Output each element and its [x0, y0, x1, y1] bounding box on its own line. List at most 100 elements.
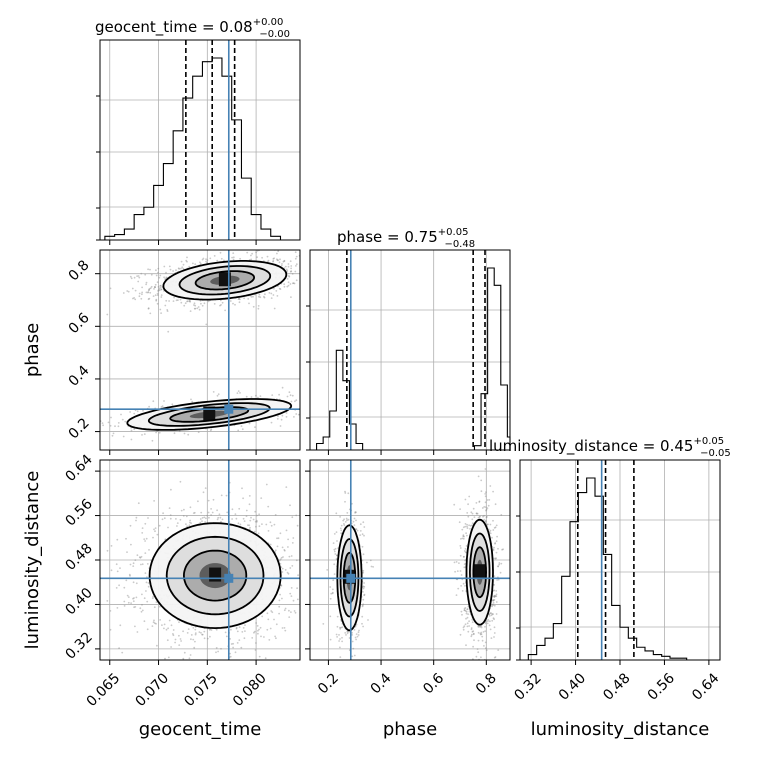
- y-tick-label: 0.8: [66, 257, 93, 284]
- sample-point: [287, 281, 290, 284]
- sample-point: [209, 429, 212, 432]
- sample-point: [468, 625, 470, 627]
- sample-point: [372, 566, 374, 568]
- sample-point: [279, 425, 282, 427]
- sample-point: [276, 418, 279, 420]
- sample-point: [471, 633, 473, 636]
- sample-point: [289, 592, 292, 595]
- sample-point: [263, 296, 266, 299]
- sample-point: [135, 519, 137, 522]
- x-tick-label: 0.32: [511, 670, 544, 703]
- sample-point: [329, 586, 332, 588]
- sample-point: [141, 291, 144, 294]
- sample-point: [289, 283, 292, 285]
- sample-point: [156, 294, 159, 296]
- sample-point: [362, 625, 364, 628]
- sample-point: [225, 494, 228, 497]
- sample-point: [234, 651, 237, 654]
- sample-point: [143, 433, 146, 435]
- sample-point: [259, 395, 262, 397]
- sample-point: [120, 413, 122, 416]
- sample-point: [201, 520, 203, 522]
- sample-point: [201, 633, 204, 636]
- sample-point: [359, 530, 362, 532]
- sample-point: [148, 287, 151, 290]
- sample-point: [351, 634, 353, 636]
- sample-point: [150, 285, 153, 288]
- sample-point: [334, 553, 337, 555]
- sample-point: [275, 623, 278, 626]
- sample-point: [464, 548, 467, 550]
- sample-point: [356, 529, 359, 532]
- sample-point: [296, 598, 299, 601]
- sample-point: [161, 518, 164, 521]
- sample-point: [267, 530, 270, 532]
- sample-point: [305, 587, 307, 589]
- sample-point: [153, 606, 156, 609]
- sample-point: [490, 612, 492, 614]
- sample-point: [361, 545, 364, 548]
- sample-point: [109, 287, 112, 290]
- sample-point: [190, 522, 193, 524]
- sample-point: [184, 302, 187, 305]
- sample-point: [341, 640, 343, 643]
- sample-point: [147, 582, 150, 584]
- sample-point: [158, 605, 161, 608]
- sample-point: [266, 255, 269, 258]
- sample-point: [294, 270, 297, 273]
- sample-point: [192, 512, 195, 514]
- sample-point: [205, 662, 207, 664]
- sample-point: [239, 523, 242, 526]
- sample-point: [495, 551, 498, 554]
- sample-point: [186, 525, 189, 528]
- sample-point: [493, 656, 496, 659]
- sample-point: [158, 524, 161, 527]
- sample-point: [248, 672, 250, 674]
- sample-point: [466, 512, 469, 514]
- sample-point: [333, 569, 335, 571]
- sample-point: [206, 261, 208, 264]
- sample-point: [302, 593, 304, 595]
- sample-point: [475, 512, 478, 515]
- sample-point: [463, 550, 466, 552]
- sample-point: [168, 619, 171, 622]
- sample-point: [465, 644, 467, 647]
- sample-point: [363, 526, 366, 528]
- sample-point: [338, 663, 340, 665]
- sample-point: [286, 571, 289, 574]
- sample-point: [182, 263, 185, 266]
- sample-point: [283, 627, 286, 629]
- contour-line: [165, 535, 265, 616]
- sample-point: [132, 297, 134, 300]
- sample-point: [257, 305, 260, 307]
- sample-point: [484, 495, 487, 498]
- sample-point: [206, 514, 209, 517]
- sample-point: [301, 266, 303, 268]
- sample-point: [140, 272, 143, 275]
- sample-point: [190, 638, 192, 641]
- sample-point: [362, 591, 364, 593]
- sample-point: [148, 405, 151, 408]
- y-tick-label: 0.4: [66, 363, 93, 390]
- sample-point: [194, 640, 196, 643]
- sample-point: [232, 302, 234, 305]
- sample-point: [237, 390, 240, 392]
- sample-point: [215, 628, 218, 631]
- sample-point: [185, 523, 187, 525]
- sample-point: [287, 284, 290, 287]
- sample-point: [201, 633, 204, 636]
- sample-point: [362, 603, 365, 606]
- sample-point: [150, 273, 153, 276]
- sample-point: [175, 299, 178, 302]
- sample-point: [146, 563, 149, 565]
- sample-point: [135, 582, 138, 585]
- sample-point: [194, 304, 197, 307]
- sample-point: [289, 567, 292, 569]
- sample-point: [135, 596, 138, 599]
- sample-point: [272, 260, 274, 263]
- x-tick-label: 0.64: [689, 670, 722, 703]
- sample-point: [475, 655, 478, 658]
- sample-point: [202, 491, 205, 494]
- sample-point: [243, 297, 246, 300]
- sample-point: [338, 640, 340, 642]
